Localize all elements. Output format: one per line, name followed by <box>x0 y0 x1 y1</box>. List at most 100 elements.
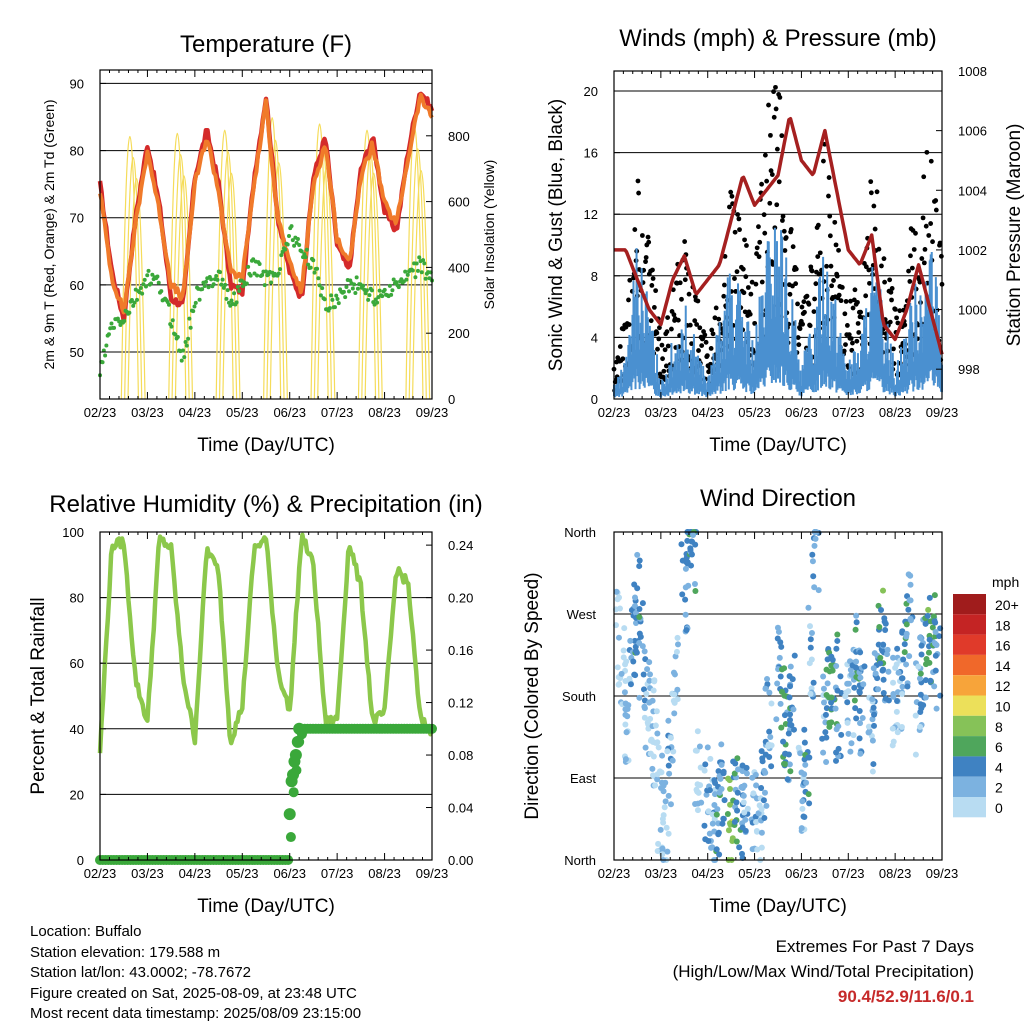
gust-point <box>697 325 703 331</box>
direction-point <box>932 667 939 674</box>
dewpoint-point <box>285 242 290 247</box>
x-tick-label: 09/23 <box>416 866 449 881</box>
legend-label: 14 <box>995 658 1011 674</box>
gust-point <box>648 318 654 324</box>
direction-point <box>636 630 643 637</box>
direction-point <box>655 744 662 751</box>
direction-point <box>743 770 750 777</box>
gust-point <box>833 242 839 248</box>
gust-point <box>907 279 913 284</box>
y2-tick-label: 800 <box>448 129 470 144</box>
gust-point <box>732 276 737 281</box>
gust-point <box>868 190 874 196</box>
gust-point <box>659 342 665 348</box>
direction-point <box>664 848 671 855</box>
legend-swatch <box>953 715 986 737</box>
direction-point <box>768 763 775 770</box>
dewpoint-point <box>234 300 239 305</box>
direction-point <box>869 716 876 723</box>
direction-point <box>835 723 842 730</box>
direction-point <box>720 768 727 775</box>
direction-point <box>633 649 640 656</box>
gust-point <box>797 326 803 332</box>
direction-point <box>758 829 765 836</box>
y2-tick-label: 0 <box>448 392 455 407</box>
direction-point <box>856 707 863 714</box>
direction-point <box>735 766 742 773</box>
direction-point <box>691 581 698 588</box>
direction-point <box>740 792 747 799</box>
dewpoint-point <box>276 271 281 276</box>
direction-point <box>636 605 643 612</box>
direction-point <box>667 734 674 741</box>
dewpoint-point <box>104 343 109 348</box>
station-latlon: Station lat/lon: 43.0002; -78.7672 <box>30 964 252 981</box>
direction-point <box>869 696 876 703</box>
direction-point <box>807 644 814 651</box>
gust-point <box>889 297 894 303</box>
direction-point <box>880 676 887 683</box>
gust-point <box>744 243 749 248</box>
dewpoint-point <box>156 280 161 285</box>
dewpoint-point <box>390 288 395 293</box>
gust-point <box>761 212 767 218</box>
direction-point <box>787 717 794 724</box>
direction-point <box>820 749 827 756</box>
gust-point <box>743 274 749 280</box>
direction-point <box>758 785 765 792</box>
dewpoint-point <box>353 290 358 295</box>
direction-point <box>926 636 933 643</box>
solar-curve <box>269 162 288 400</box>
y-tick-label: 40 <box>70 722 84 737</box>
direction-point <box>890 654 897 661</box>
x-tick-label: 08/23 <box>368 405 401 420</box>
x-tick-label: 08/23 <box>368 866 401 881</box>
direction-point <box>705 808 712 815</box>
direction-point <box>781 761 788 768</box>
direction-point <box>806 623 813 630</box>
direction-point <box>869 768 876 775</box>
direction-point <box>807 636 814 643</box>
direction-point <box>631 581 638 588</box>
direction-point <box>823 705 830 712</box>
gust-point <box>756 224 761 230</box>
direction-point <box>688 562 695 569</box>
dewpoint-point <box>232 291 237 296</box>
dewpoint-point <box>404 277 409 282</box>
gust-point <box>721 282 727 288</box>
direction-point <box>837 673 844 680</box>
direction-point <box>630 658 637 665</box>
direction-point <box>810 573 817 580</box>
dewpoint-point <box>248 273 253 278</box>
gust-point <box>704 353 710 359</box>
dewpoint-point <box>341 289 346 294</box>
rain-point <box>289 749 302 762</box>
direction-point <box>931 683 938 690</box>
gust-point <box>776 179 782 185</box>
direction-point <box>687 546 694 553</box>
speed-legend: mph 20+ 18 16 14 12 10 8 6 4 2 0 <box>953 574 1019 818</box>
direction-point <box>733 799 740 806</box>
gust-point <box>895 320 901 326</box>
direction-point <box>884 646 891 653</box>
x-tick-label: 02/23 <box>84 405 117 420</box>
gust-point <box>928 221 934 226</box>
dewpoint-point <box>143 284 148 289</box>
direction-point <box>785 751 792 758</box>
gust-point <box>772 225 778 231</box>
direction-point <box>762 685 769 692</box>
direction-point <box>901 649 908 656</box>
dewpoint-point <box>150 272 155 277</box>
dewpoint-point <box>286 233 291 238</box>
gust-point <box>759 279 765 285</box>
y-axis-label: Percent & Total Rainfall <box>28 597 49 794</box>
dewpoint-point <box>215 277 220 282</box>
direction-point <box>786 694 793 701</box>
direction-point <box>859 714 866 721</box>
direction-point <box>734 789 741 796</box>
direction-point <box>848 671 855 678</box>
gust-point <box>669 326 674 332</box>
solar-curve <box>408 148 427 400</box>
direction-point <box>720 815 727 822</box>
gust-point <box>923 223 929 229</box>
